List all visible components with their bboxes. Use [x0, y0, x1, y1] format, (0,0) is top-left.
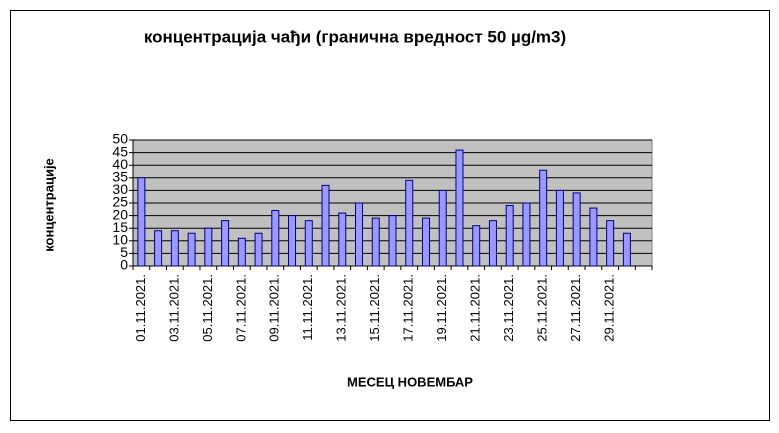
bar	[388, 215, 397, 267]
bar	[455, 149, 464, 267]
x-tick-label: 23.11.2021.	[501, 274, 516, 342]
bar	[221, 220, 230, 267]
bar	[304, 220, 313, 267]
x-tick-label: 09.11.2021.	[267, 274, 282, 342]
y-tick-label: 30	[112, 181, 128, 197]
bar	[137, 177, 146, 267]
bar	[355, 202, 364, 267]
bar	[589, 207, 598, 267]
x-tick-label: 11.11.2021.	[300, 274, 315, 341]
bar	[572, 192, 581, 267]
bar	[254, 232, 263, 267]
x-tick-label: 17.11.2021.	[401, 274, 416, 342]
bar	[237, 237, 246, 267]
x-tick-label: 21.11.2021.	[468, 274, 483, 342]
chart-title: концентрација чађи (гранична вредност 50…	[144, 27, 566, 46]
x-tick-label: 25.11.2021.	[535, 274, 550, 342]
x-tick-label: 07.11.2021.	[233, 274, 248, 342]
bar	[187, 232, 196, 267]
x-tick-label: 29.11.2021.	[602, 274, 617, 342]
x-tick-label: 03.11.2021.	[166, 274, 181, 342]
x-tick-label: 15.11.2021.	[367, 274, 382, 342]
bar	[522, 202, 531, 267]
bar	[371, 217, 380, 267]
bar	[321, 184, 330, 267]
x-axis-title: МЕСЕЦ НОВЕМБАР	[347, 374, 473, 389]
y-tick-label: 0	[120, 257, 128, 273]
bar	[271, 210, 280, 267]
x-tick-label: 05.11.2021.	[200, 274, 215, 342]
y-tick-label: 20	[112, 206, 128, 222]
bar	[154, 230, 163, 267]
bar	[539, 169, 548, 267]
y-tick-label: 25	[112, 194, 128, 210]
y-tick-label: 35	[112, 169, 128, 185]
bar	[288, 215, 297, 267]
bar	[488, 220, 497, 267]
bar	[555, 189, 564, 267]
bar	[622, 232, 631, 267]
bar	[505, 205, 514, 267]
bar	[421, 217, 430, 267]
x-tick-label: 01.11.2021.	[133, 274, 148, 342]
bar	[204, 227, 213, 267]
y-tick-label: 10	[112, 232, 128, 248]
y-axis-title: концентрације	[41, 158, 56, 252]
y-tick-label: 15	[112, 219, 128, 235]
y-tick-label: 40	[112, 156, 128, 172]
y-tick-label: 5	[120, 244, 128, 260]
x-tick-label: 13.11.2021.	[334, 274, 349, 342]
bar	[606, 220, 615, 267]
bar	[170, 230, 179, 267]
y-tick-label: 50	[112, 131, 128, 147]
bar	[438, 189, 447, 267]
x-tick-label: 27.11.2021.	[568, 274, 583, 342]
bar	[405, 179, 414, 267]
bar	[472, 225, 481, 267]
bar	[338, 212, 347, 267]
y-tick-label: 45	[112, 143, 128, 159]
x-tick-label: 19.11.2021.	[434, 274, 449, 342]
